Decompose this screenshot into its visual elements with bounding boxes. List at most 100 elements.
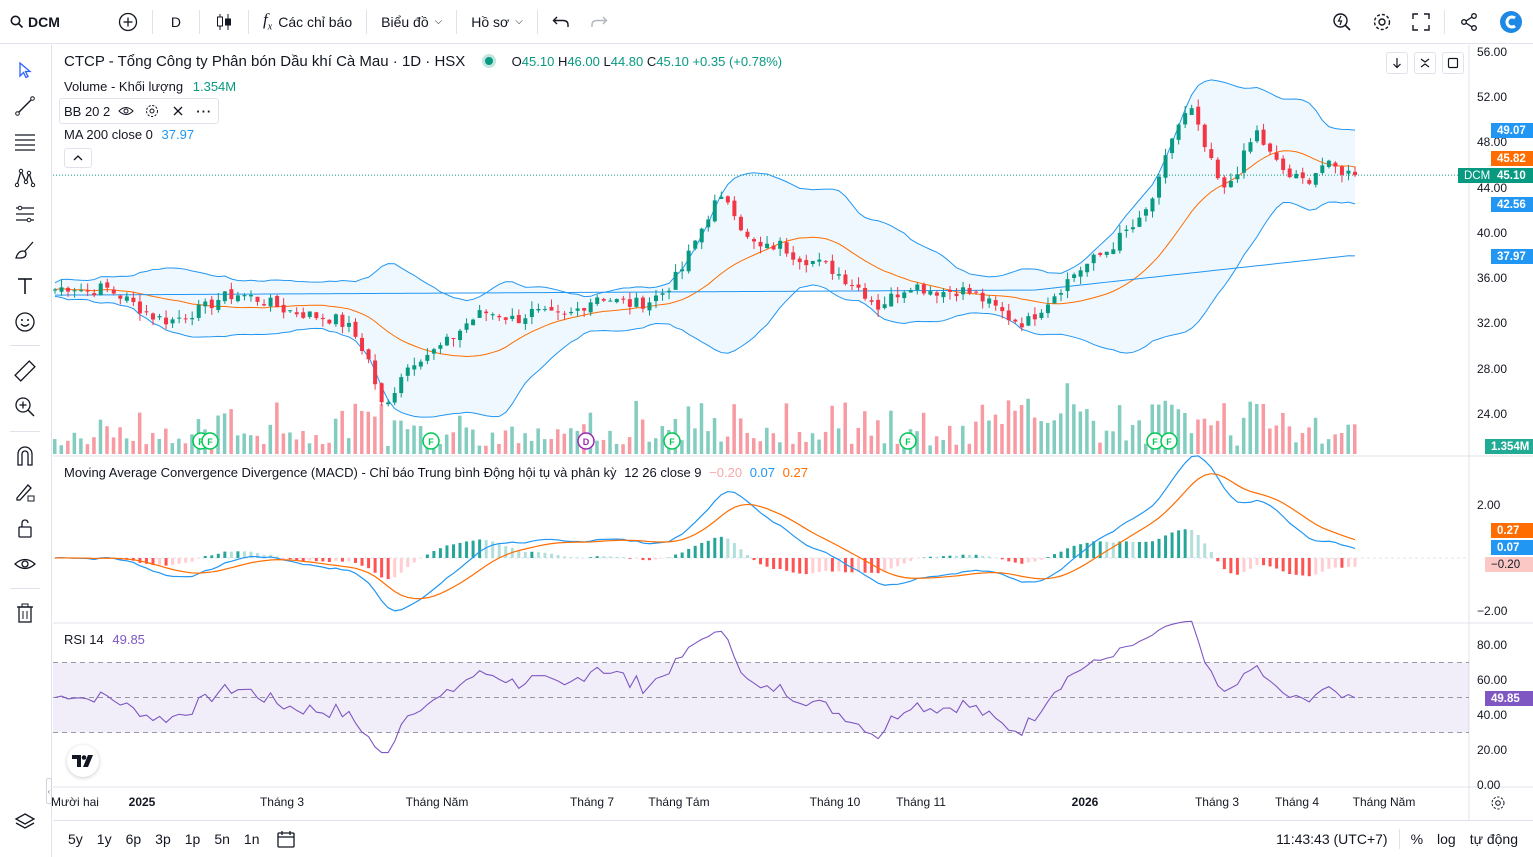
indicators-button[interactable]: fx Các chỉ báo — [253, 6, 362, 38]
trend-line-tool[interactable] — [12, 93, 38, 119]
forecast-tool[interactable] — [12, 201, 38, 227]
brush-tool[interactable] — [12, 237, 38, 263]
log-toggle[interactable]: log — [1430, 831, 1463, 847]
zoom-tool[interactable] — [12, 394, 38, 420]
redo-button[interactable] — [580, 6, 618, 38]
candle-body — [222, 291, 227, 302]
pattern-tool[interactable] — [12, 165, 38, 191]
move-down-button[interactable] — [1386, 52, 1408, 74]
candle-body — [640, 297, 645, 309]
candle-body — [654, 295, 659, 302]
more-icon[interactable]: ··· — [196, 103, 213, 119]
visibility-tool[interactable] — [12, 551, 38, 577]
candle-body — [314, 312, 319, 319]
range-button-5y[interactable]: 5y — [68, 831, 83, 847]
price-axis-tick: 48.00 — [1477, 135, 1508, 150]
candles-icon — [217, 13, 232, 30]
macd-histogram-bar — [981, 556, 985, 558]
measure-tool[interactable] — [12, 358, 38, 384]
symbol-tag: DCM — [1458, 168, 1491, 183]
volume-bar — [556, 429, 560, 454]
candle-body — [627, 299, 632, 307]
chart-type-dropdown[interactable]: Biểu đồ ⌵ — [371, 6, 452, 38]
volume-bar — [1339, 433, 1344, 454]
delete-tool[interactable] — [12, 600, 38, 626]
volume-bar — [1072, 404, 1076, 454]
volume-bar — [144, 444, 148, 454]
collapse-legend-button[interactable] — [64, 148, 92, 168]
macd-histogram-bar — [1131, 541, 1135, 558]
range-button-6p[interactable]: 6p — [125, 831, 142, 847]
macd-histogram-bar — [889, 558, 893, 569]
macd-histogram-bar — [1079, 544, 1083, 558]
share-button[interactable] — [1449, 6, 1489, 38]
collapse-toolbar-icon[interactable]: ‹ — [46, 778, 52, 804]
range-button-3p[interactable]: 3p — [155, 831, 171, 847]
volume-bar — [745, 432, 749, 454]
range-button-1y[interactable]: 1y — [96, 831, 112, 847]
fullscreen-button[interactable] — [1402, 6, 1440, 38]
interval-button[interactable]: D — [157, 6, 195, 38]
volume-bar — [484, 445, 488, 454]
settings-button[interactable] — [1362, 6, 1402, 38]
volume-bar — [1052, 420, 1056, 454]
time-axis-tick: Tháng Tám — [648, 795, 710, 809]
maximize-icon — [1447, 57, 1459, 69]
candle-body — [1176, 124, 1181, 140]
event-marker-label: D — [583, 437, 590, 447]
macd-histogram-bar — [772, 558, 776, 570]
macd-histogram-bar — [1235, 558, 1239, 575]
macd-histogram-bar — [863, 558, 867, 573]
collapse-pane-button[interactable] — [1414, 52, 1436, 74]
range-button-5n[interactable]: 5n — [214, 831, 230, 847]
candle-body — [379, 383, 384, 403]
bb-legend[interactable]: BB 20 2 ··· — [59, 98, 220, 124]
volume-bar — [889, 410, 893, 454]
compare-button[interactable] — [108, 6, 148, 38]
close-icon[interactable] — [168, 101, 188, 121]
macd-histogram-bar — [177, 558, 181, 564]
object-tree-button[interactable] — [12, 809, 38, 835]
macd-histogram-bar — [275, 556, 279, 558]
quick-search-button[interactable] — [1322, 6, 1362, 38]
fib-tool[interactable] — [12, 129, 38, 155]
macd-histogram-bar — [830, 558, 834, 572]
profile-dropdown[interactable]: Hồ sơ ⌵ — [461, 6, 533, 38]
symbol-search-button[interactable]: DCM — [0, 6, 70, 38]
text-tool[interactable] — [12, 273, 38, 299]
candle-body — [497, 315, 502, 318]
emoji-tool[interactable] — [12, 309, 38, 335]
candle-body — [1353, 171, 1357, 176]
percent-toggle[interactable]: % — [1404, 831, 1430, 847]
tradingview-logo[interactable] — [67, 745, 99, 777]
price-axis-tick: 24.00 — [1477, 407, 1508, 421]
event-marker-label: F — [198, 437, 204, 447]
undo-button[interactable] — [542, 6, 580, 38]
lock-tool[interactable] — [12, 515, 38, 541]
clock-display[interactable]: 11:43:43 (UTC+7) — [1269, 831, 1394, 847]
candle-body — [699, 228, 704, 243]
volume-bar — [1268, 428, 1272, 454]
macd-histogram-bar — [517, 550, 521, 558]
drawing-mode-tool[interactable] — [12, 479, 38, 505]
candle-body — [72, 290, 77, 292]
chart-settings-button[interactable] — [1490, 795, 1506, 811]
eye-icon[interactable] — [116, 101, 136, 121]
cursor-tool[interactable] — [12, 57, 38, 83]
macd-axis-tick: 2.00 — [1477, 498, 1501, 512]
volume-bar — [72, 432, 77, 454]
range-button-1p[interactable]: 1p — [184, 831, 201, 847]
close-value: 45.10 — [656, 54, 689, 69]
magnet-tool[interactable] — [12, 443, 38, 469]
gear-icon[interactable] — [142, 101, 162, 121]
macd-histogram-bar — [465, 541, 469, 558]
candle-type-button[interactable] — [204, 6, 244, 38]
auto-toggle[interactable]: tự động — [1463, 831, 1525, 847]
collapse-icon — [1420, 58, 1430, 68]
maximize-pane-button[interactable] — [1442, 52, 1464, 74]
macd-histogram-bar — [935, 556, 939, 558]
range-button-1n[interactable]: 1n — [243, 831, 260, 847]
date-range-button[interactable] — [276, 829, 296, 849]
